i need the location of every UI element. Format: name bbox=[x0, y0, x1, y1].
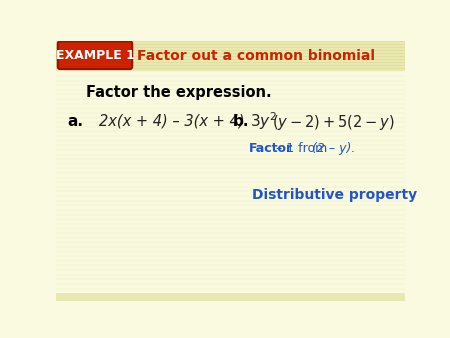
Bar bbox=[56, 41, 405, 71]
Text: – 1 from: – 1 from bbox=[276, 142, 328, 155]
Text: 2x(x + 4) – 3(x + 4): 2x(x + 4) – 3(x + 4) bbox=[99, 114, 244, 129]
FancyBboxPatch shape bbox=[58, 41, 132, 69]
Text: Factor: Factor bbox=[248, 142, 292, 155]
Text: Factor out a common binomial: Factor out a common binomial bbox=[137, 49, 375, 63]
Bar bbox=[56, 293, 405, 301]
Text: Factor the expression.: Factor the expression. bbox=[86, 86, 271, 100]
Text: Distributive property: Distributive property bbox=[252, 188, 417, 201]
Text: EXAMPLE 1: EXAMPLE 1 bbox=[55, 49, 135, 62]
Text: a.: a. bbox=[67, 114, 83, 129]
Text: (2 – y).: (2 – y). bbox=[312, 142, 356, 155]
Text: $3y^2$: $3y^2$ bbox=[250, 111, 277, 132]
Text: $(y-2)+5(2-y)$: $(y-2)+5(2-y)$ bbox=[272, 113, 394, 132]
Text: b.: b. bbox=[233, 114, 249, 129]
